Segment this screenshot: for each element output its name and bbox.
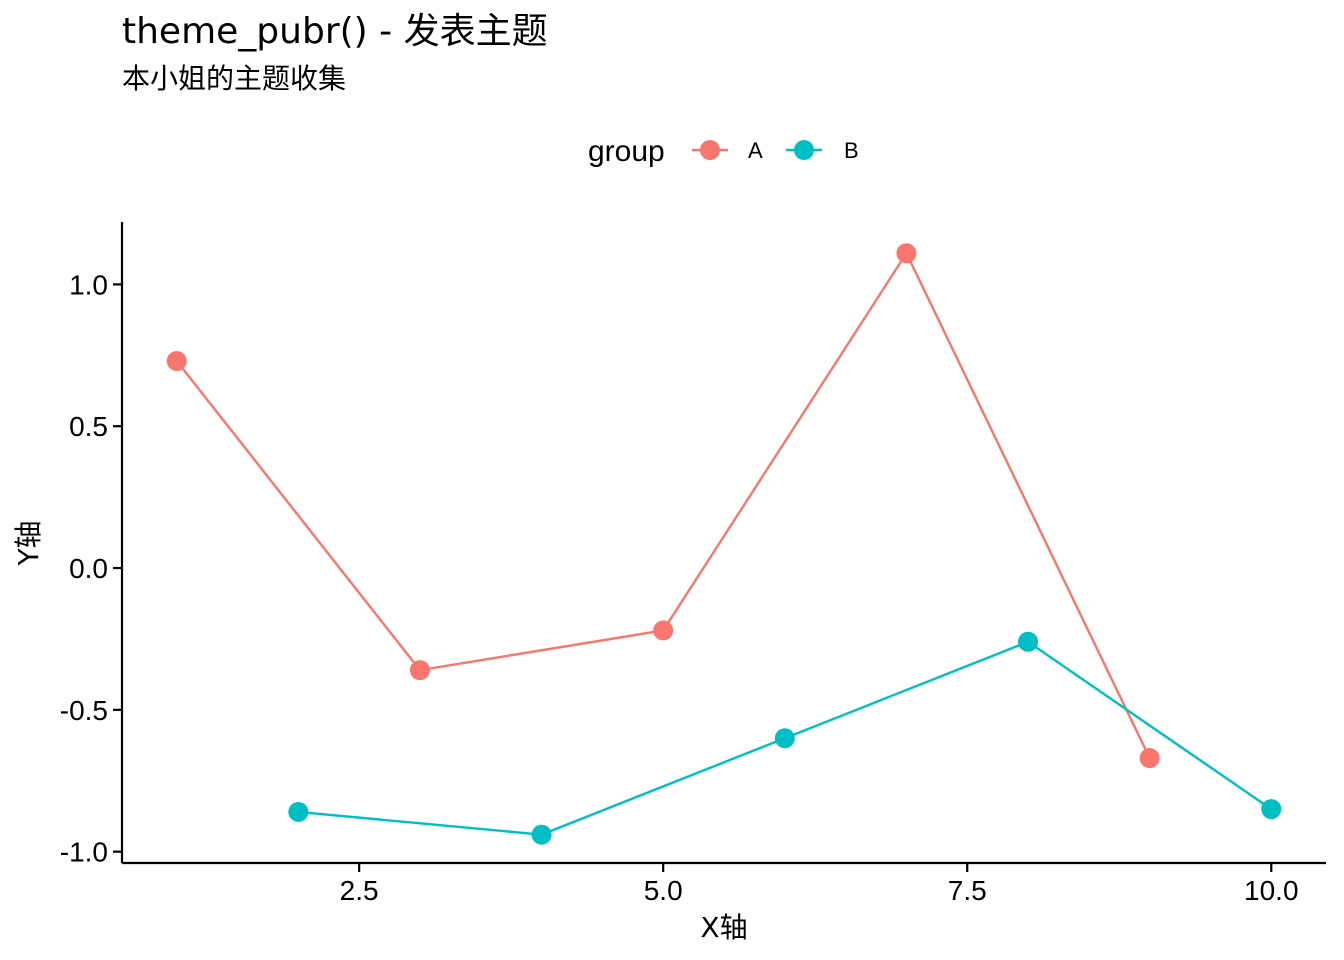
x-tick-label: 7.5 xyxy=(948,875,987,906)
legend-item-A: A xyxy=(692,138,763,163)
y-tick-label: 1.0 xyxy=(69,269,108,300)
legend-key-point xyxy=(700,140,720,160)
x-tick-label: 10.0 xyxy=(1244,875,1299,906)
chart-subtitle: 本小姐的主题收集 xyxy=(122,62,346,95)
data-point-B xyxy=(288,801,309,822)
x-tick-label: 5.0 xyxy=(644,875,683,906)
data-point-B xyxy=(774,728,795,749)
data-point-A xyxy=(653,620,674,641)
data-point-B xyxy=(1018,631,1039,652)
legend-item-B: B xyxy=(786,138,859,163)
chart-title: theme_pubr() - 发表主题 xyxy=(122,11,548,52)
data-point-A xyxy=(896,243,917,264)
legend-label: A xyxy=(748,138,763,163)
legend: group A B xyxy=(588,135,859,168)
data-point-B xyxy=(1261,799,1282,820)
y-tick-label: -0.5 xyxy=(60,695,108,726)
data-point-A xyxy=(1139,748,1160,769)
legend-key-point xyxy=(794,140,814,160)
plot-series xyxy=(166,243,1282,845)
series-B xyxy=(288,631,1282,845)
series-A xyxy=(166,243,1160,769)
data-point-A xyxy=(166,350,187,371)
legend-title: group xyxy=(588,135,665,168)
axes: 2.5 5.0 7.5 10.0 -1.0 -0.5 0.0 0.5 1.0 xyxy=(60,222,1326,906)
y-tick-label: 0.0 xyxy=(69,553,108,584)
x-tick-label: 2.5 xyxy=(340,875,379,906)
data-point-B xyxy=(531,824,552,845)
y-tick-label: -1.0 xyxy=(60,837,108,868)
data-point-A xyxy=(409,660,430,681)
legend-label: B xyxy=(844,138,859,163)
x-axis-title: X轴 xyxy=(700,911,747,944)
y-axis-title: Y轴 xyxy=(12,520,45,566)
y-tick-label: 0.5 xyxy=(69,411,108,442)
